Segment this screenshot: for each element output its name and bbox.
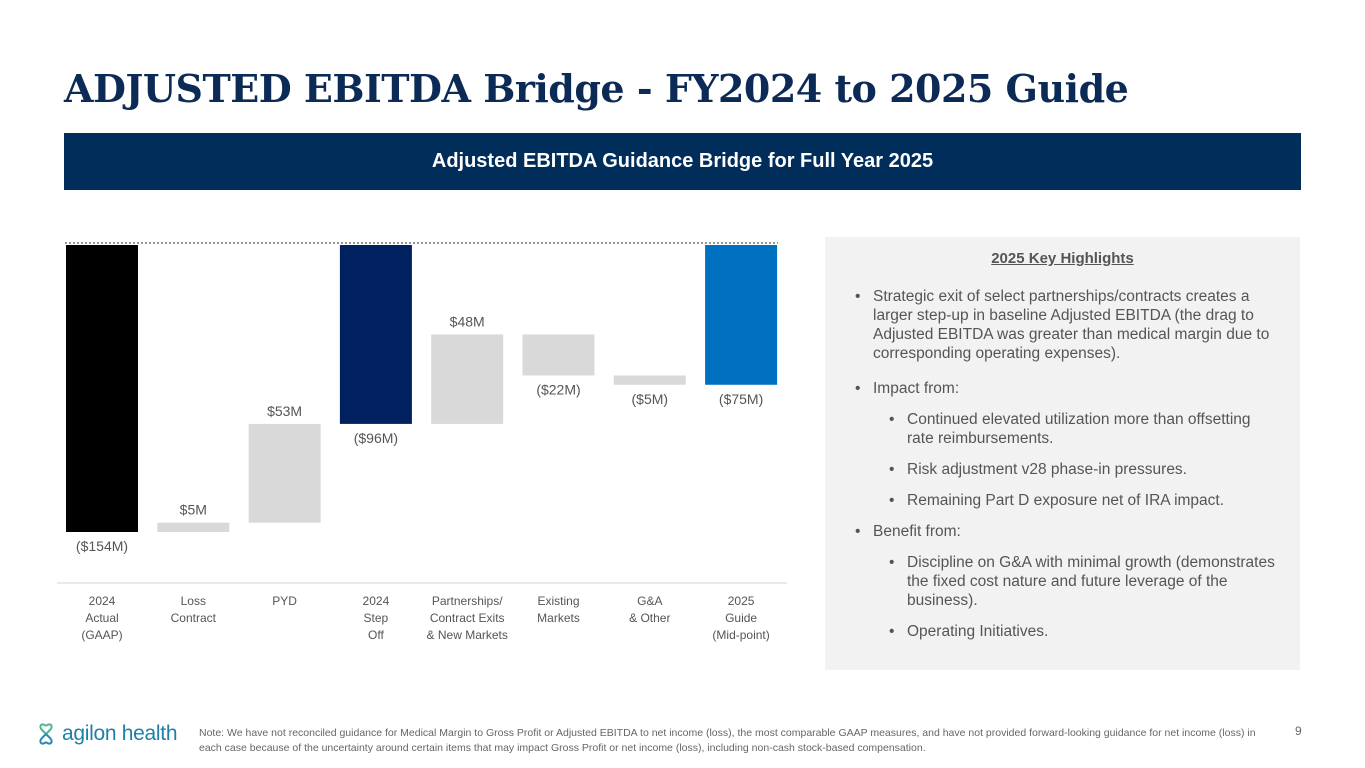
highlight-bullet: Strategic exit of select partnerships/co… [855,287,1280,363]
bar-3 [339,245,412,424]
category-label: Contract Exits [430,611,505,625]
bar-5 [522,334,595,376]
bar-7 [705,245,778,385]
highlight-bullet: Benefit from: [855,522,1280,541]
category-label: Existing [537,594,579,608]
category-label: Loss [181,594,206,608]
page-title: ADJUSTED EBITDA Bridge - FY2024 to 2025 … [64,66,1129,111]
highlights-heading: 2025 Key Highlights [991,250,1134,267]
logo-text: agilon health [62,722,178,745]
footnote: Note: We have not reconciled guidance fo… [199,727,1256,754]
highlight-subbullet: Operating Initiatives. [889,622,1280,641]
highlight-bullet: Impact from: [855,379,1280,398]
bar-2 [248,423,321,523]
data-label: $5M [180,502,207,518]
waterfall-chart: ($154M) 2024 Actual (GAAP) $5M Loss Contract $5… [57,242,787,642]
data-label: ($75M) [719,391,763,407]
category-label: (GAAP) [81,628,122,642]
data-label: ($154M) [76,538,128,554]
category-label: 2024 [89,594,116,608]
data-label: ($5M) [632,391,669,407]
category-label: Step [364,611,389,625]
category-label: Guide [725,611,757,625]
category-label: Off [368,628,384,642]
data-label: $53M [267,403,302,419]
page-number: 9 [1295,724,1302,738]
category-label: G&A [637,594,662,608]
bar-6 [613,375,686,385]
category-label: Partnerships/ [432,594,503,608]
category-label: (Mid-point) [712,628,769,642]
agilon-health-logo: agilon health [34,722,178,746]
highlight-subbullet: Continued elevated utilization more than… [889,410,1280,448]
category-label: & New Markets [427,628,508,642]
category-label: Markets [537,611,580,625]
category-label: 2024 [363,594,390,608]
highlight-subbullet: Risk adjustment v28 phase-in pressures. [889,460,1280,479]
category-label: Actual [85,611,118,625]
data-label: ($22M) [536,381,580,397]
bar-1 [157,522,230,532]
category-label: PYD [272,594,297,608]
bar-0 [66,245,138,532]
section-banner: Adjusted EBITDA Guidance Bridge for Full… [64,133,1301,190]
highlight-subbullet: Remaining Part D exposure net of IRA imp… [889,491,1280,510]
highlights-panel: 2025 Key Highlights Strategic exit of se… [825,237,1300,670]
bar-4 [431,334,504,424]
highlight-subbullet: Discipline on G&A with minimal growth (d… [889,553,1280,610]
logo-mark-icon [39,723,53,745]
data-label: $48M [450,313,485,329]
data-label: ($96M) [354,430,398,446]
category-label: & Other [629,611,670,625]
category-label: 2025 [728,594,755,608]
category-label: Contract [171,611,217,625]
